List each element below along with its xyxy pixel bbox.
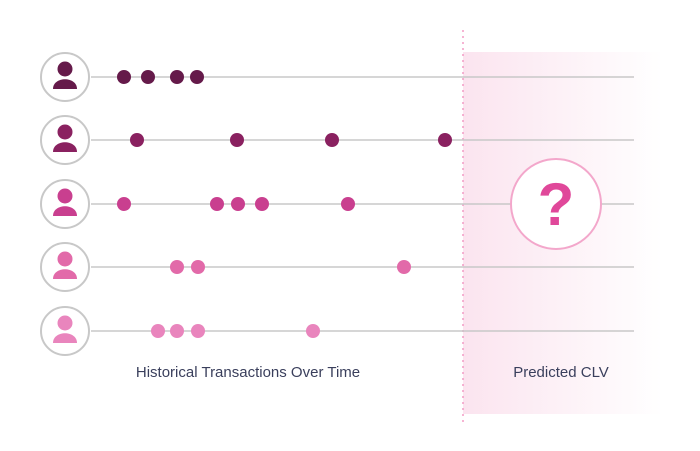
transaction-dot xyxy=(306,324,320,338)
user-icon-body xyxy=(53,206,77,216)
question-ring xyxy=(510,158,602,250)
avatar-ring xyxy=(40,179,90,229)
user-icon-head xyxy=(57,251,73,267)
question-badge: ? xyxy=(510,158,602,250)
transaction-dot xyxy=(170,260,184,274)
avatar-ring xyxy=(40,115,90,165)
transaction-dot xyxy=(255,197,269,211)
historical-label: Historical Transactions Over Time xyxy=(135,364,361,381)
transaction-dot xyxy=(210,197,224,211)
user-icon-body xyxy=(53,333,77,343)
transaction-dot xyxy=(130,133,144,147)
customer-rows xyxy=(40,52,634,356)
transaction-dot xyxy=(191,260,205,274)
user-icon xyxy=(53,251,77,279)
transaction-dot xyxy=(230,133,244,147)
transaction-dot xyxy=(151,324,165,338)
user-icon-body xyxy=(53,79,77,89)
transaction-dot xyxy=(191,324,205,338)
transaction-dot xyxy=(170,70,184,84)
avatar-ring xyxy=(40,242,90,292)
transaction-dot xyxy=(325,133,339,147)
transaction-dot xyxy=(141,70,155,84)
user-icon-body xyxy=(53,269,77,279)
transaction-dot xyxy=(170,324,184,338)
user-icon xyxy=(53,315,77,343)
predicted-label: Predicted CLV xyxy=(513,364,609,381)
customer-row xyxy=(40,306,634,356)
user-icon-head xyxy=(57,188,73,204)
avatar-ring xyxy=(40,52,90,102)
transaction-dot xyxy=(117,197,131,211)
user-icon xyxy=(53,124,77,152)
transaction-dot xyxy=(438,133,452,147)
customer-row xyxy=(40,52,634,102)
transaction-dot xyxy=(190,70,204,84)
transaction-dot xyxy=(397,260,411,274)
user-icon xyxy=(53,188,77,216)
user-icon-body xyxy=(53,142,77,152)
user-icon-head xyxy=(57,61,73,77)
customer-row xyxy=(40,179,634,229)
avatar-ring xyxy=(40,306,90,356)
transaction-dot xyxy=(231,197,245,211)
user-icon-head xyxy=(57,124,73,140)
customer-row xyxy=(40,115,634,165)
transaction-dot xyxy=(341,197,355,211)
question-mark-icon: ? xyxy=(538,171,575,238)
transaction-dot xyxy=(117,70,131,84)
customer-row xyxy=(40,242,634,292)
user-icon xyxy=(53,61,77,89)
user-icon-head xyxy=(57,315,73,331)
